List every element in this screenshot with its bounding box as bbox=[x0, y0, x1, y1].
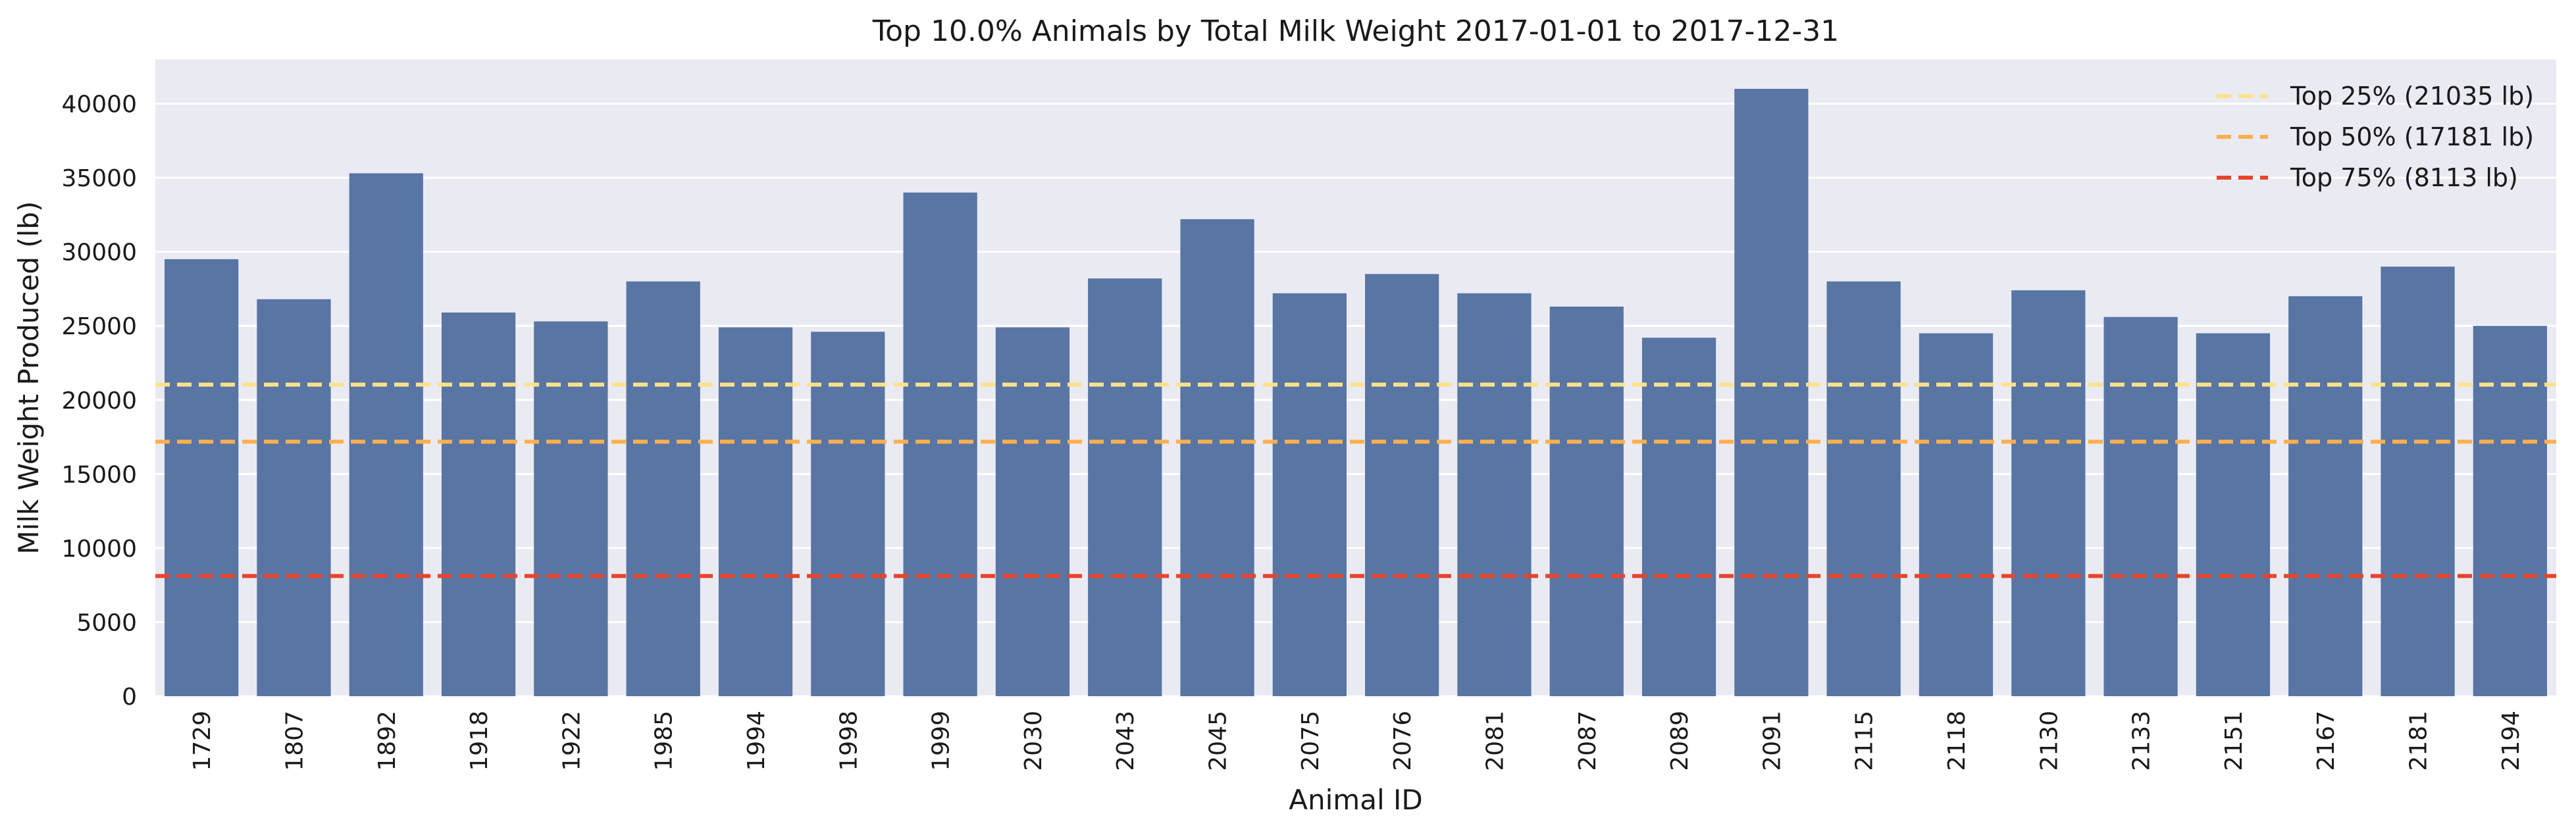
x-tick-label: 2043 bbox=[1112, 711, 1139, 771]
bar bbox=[1365, 274, 1439, 697]
y-tick-label: 0 bbox=[122, 684, 137, 711]
x-tick-label: 1999 bbox=[928, 711, 955, 771]
x-tick-label: 1998 bbox=[835, 711, 862, 771]
x-tick-label: 1729 bbox=[189, 711, 216, 771]
bar bbox=[811, 332, 885, 696]
bar bbox=[1641, 338, 1716, 696]
bars bbox=[165, 89, 2547, 697]
x-tick-label: 2030 bbox=[1020, 711, 1047, 771]
y-tick-label: 25000 bbox=[61, 313, 137, 340]
x-tick-label: 2081 bbox=[1481, 711, 1508, 771]
bar bbox=[1457, 293, 1532, 696]
x-tick-label: 1918 bbox=[466, 711, 493, 771]
x-tick-label: 2091 bbox=[1759, 711, 1786, 771]
x-axis-label: Animal ID bbox=[1289, 784, 1422, 816]
x-tick-label: 1922 bbox=[558, 711, 585, 771]
bar bbox=[1919, 333, 1994, 697]
x-tick-label: 1985 bbox=[651, 711, 678, 771]
bar bbox=[2381, 266, 2455, 696]
x-tick-label: 1892 bbox=[374, 711, 401, 771]
bar bbox=[2288, 296, 2363, 696]
y-tick-label: 30000 bbox=[61, 240, 137, 266]
legend-label: Top 25% (21035 lb) bbox=[2290, 82, 2534, 111]
bar bbox=[2473, 326, 2547, 696]
x-tick-label: 2133 bbox=[2128, 711, 2155, 771]
bar bbox=[903, 192, 977, 697]
bar bbox=[257, 299, 331, 697]
bar bbox=[534, 321, 608, 696]
y-tick-label: 5000 bbox=[76, 609, 137, 636]
legend-label: Top 75% (8113 lb) bbox=[2290, 163, 2518, 192]
bar bbox=[1734, 89, 1809, 696]
x-tick-label: 2130 bbox=[2036, 711, 2063, 771]
x-tick-label: 2151 bbox=[2221, 711, 2248, 771]
bar bbox=[165, 259, 239, 696]
bar bbox=[1549, 306, 1624, 696]
chart-title: Top 10.0% Animals by Total Milk Weight 2… bbox=[872, 14, 1840, 48]
x-tick-label: 2089 bbox=[1666, 711, 1693, 771]
x-tick-label: 2118 bbox=[1944, 711, 1971, 771]
x-axis-ticks: 1729 1807 1892 1918 1922 1985 1994 1998 1999 2030… bbox=[189, 711, 2525, 771]
y-tick-label: 35000 bbox=[61, 165, 137, 192]
bar bbox=[1826, 281, 1901, 696]
y-axis-label: Milk Weight Produced (lb) bbox=[13, 201, 45, 555]
x-tick-label: 1994 bbox=[743, 711, 770, 771]
bar bbox=[1180, 219, 1254, 696]
y-tick-label: 15000 bbox=[61, 461, 137, 488]
legend: Top 25% (21035 lb) Top 50% (17181 lb) Top … bbox=[2217, 82, 2534, 192]
legend-label: Top 50% (17181 lb) bbox=[2290, 122, 2534, 151]
x-tick-label: 2194 bbox=[2498, 711, 2525, 771]
bar bbox=[2011, 290, 2086, 696]
bar bbox=[441, 312, 516, 696]
y-tick-label: 20000 bbox=[61, 388, 137, 415]
x-tick-label: 2045 bbox=[1205, 711, 1232, 771]
x-tick-label: 2075 bbox=[1297, 711, 1324, 771]
bar bbox=[2196, 333, 2271, 697]
x-tick-label: 2115 bbox=[1851, 711, 1878, 771]
bar bbox=[718, 327, 793, 697]
x-tick-label: 2167 bbox=[2313, 711, 2340, 771]
x-tick-label: 1807 bbox=[281, 711, 308, 771]
bar bbox=[626, 281, 700, 696]
bar bbox=[2103, 317, 2178, 696]
bar bbox=[349, 173, 423, 696]
x-tick-label: 2076 bbox=[1389, 711, 1416, 771]
x-tick-label: 2087 bbox=[1574, 711, 1601, 771]
y-tick-label: 10000 bbox=[61, 536, 137, 563]
bar bbox=[1272, 293, 1347, 696]
bar bbox=[1088, 278, 1162, 696]
x-tick-label: 2181 bbox=[2406, 711, 2433, 771]
reference-lines bbox=[155, 382, 2556, 578]
y-axis-ticks: 0 5000 10000 15000 20000 25000 30000 35000 40000 bbox=[61, 91, 137, 711]
y-tick-label: 40000 bbox=[61, 91, 137, 118]
bar bbox=[995, 327, 1070, 697]
